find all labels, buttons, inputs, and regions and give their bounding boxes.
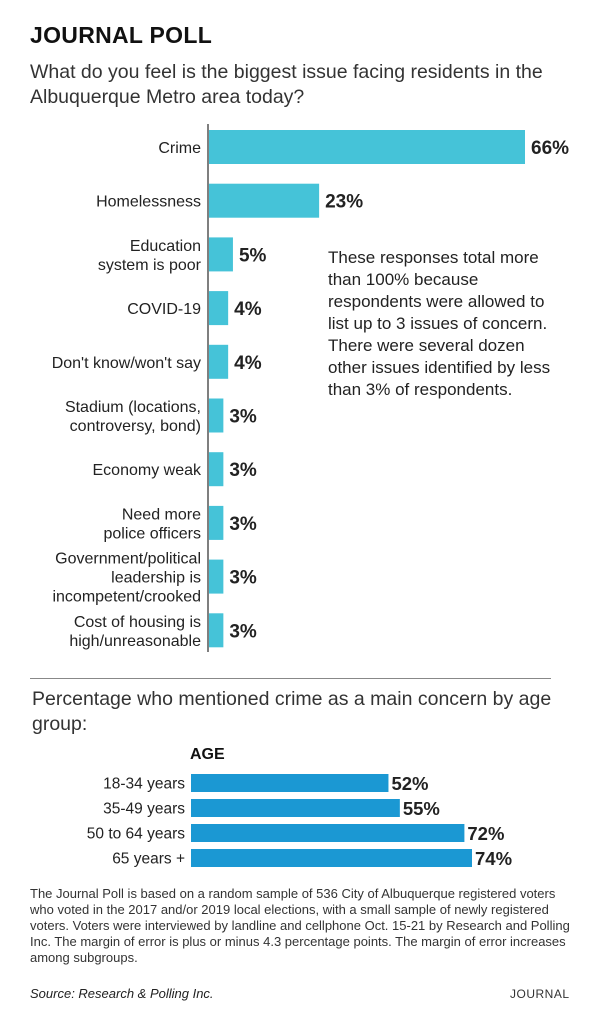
issue-category-label: Economy weak: [93, 462, 202, 479]
age-value-label: 52%: [391, 773, 428, 794]
source-credit: Source: Research & Polling Inc.: [30, 986, 214, 1001]
issues-bar-chart: Crime 66% Homelessness 23% Education system i…: [52, 124, 569, 652]
issue-bar: [209, 452, 224, 487]
poll-question: What do you feel is the biggest issue fa…: [30, 61, 543, 108]
crime-by-age-bar-chart: 18-34 years 52% 35-49 years 55% 50 to 64 yea…: [87, 773, 512, 869]
issue-value-label: 4%: [234, 353, 262, 374]
issue-value-label: 5%: [239, 245, 267, 266]
age-bar: [191, 774, 389, 792]
issue-bar: [209, 344, 229, 379]
issue-bar: [209, 398, 224, 433]
issue-bar: [209, 291, 229, 326]
issue-category-label: Crime: [158, 140, 201, 157]
issue-category-label: Cost of housing is high/unreasonable: [69, 614, 201, 650]
issue-value-label: 3%: [229, 568, 257, 589]
age-category-label: 35-49 years: [103, 801, 185, 818]
issue-value-label: 66%: [531, 138, 569, 159]
issue-bar: [209, 237, 233, 272]
issue-value-label: 4%: [234, 299, 262, 320]
age-bar: [191, 849, 472, 867]
issue-bar: [209, 613, 224, 648]
methodology-footnote: The Journal Poll is based on a random sa…: [30, 886, 570, 965]
responses-note: These responses total more than 100% bec…: [328, 248, 551, 399]
issue-category-label: Don't know/won't say: [52, 355, 201, 372]
age-value-label: 55%: [403, 798, 440, 819]
issue-category-label: Education system is poor: [98, 238, 202, 274]
issue-bar: [209, 559, 224, 594]
issue-value-label: 3%: [229, 460, 257, 481]
age-bar: [191, 799, 400, 817]
issue-bar: [209, 505, 224, 540]
issue-category-label: Stadium (locations, controversy, bond): [65, 399, 201, 435]
issue-value-label: 3%: [229, 621, 257, 642]
age-category-label: 65 years +: [112, 851, 185, 868]
age-value-label: 72%: [467, 823, 504, 844]
age-header: AGE: [190, 746, 225, 763]
issue-category-label: COVID-19: [127, 301, 201, 318]
section-divider: [30, 678, 551, 679]
issue-category-label: Homelessness: [96, 194, 201, 211]
journal-brand: JOURNAL: [510, 987, 570, 1001]
issue-value-label: 23%: [325, 192, 363, 213]
age-bar: [191, 824, 465, 842]
issue-category-label: Government/political leadership is incompe…: [52, 551, 201, 606]
issue-value-label: 3%: [229, 407, 257, 428]
issue-category-label: Need more police officers: [103, 506, 201, 542]
age-category-label: 50 to 64 years: [87, 826, 185, 843]
issue-bar: [209, 130, 525, 164]
issue-value-label: 3%: [229, 514, 257, 535]
crime-by-age-question: Percentage who mentioned crime as a main…: [32, 688, 552, 735]
age-category-label: 18-34 years: [103, 776, 185, 793]
issue-bar: [209, 183, 320, 218]
age-value-label: 74%: [475, 848, 512, 869]
poll-title: JOURNAL POLL: [30, 22, 213, 48]
